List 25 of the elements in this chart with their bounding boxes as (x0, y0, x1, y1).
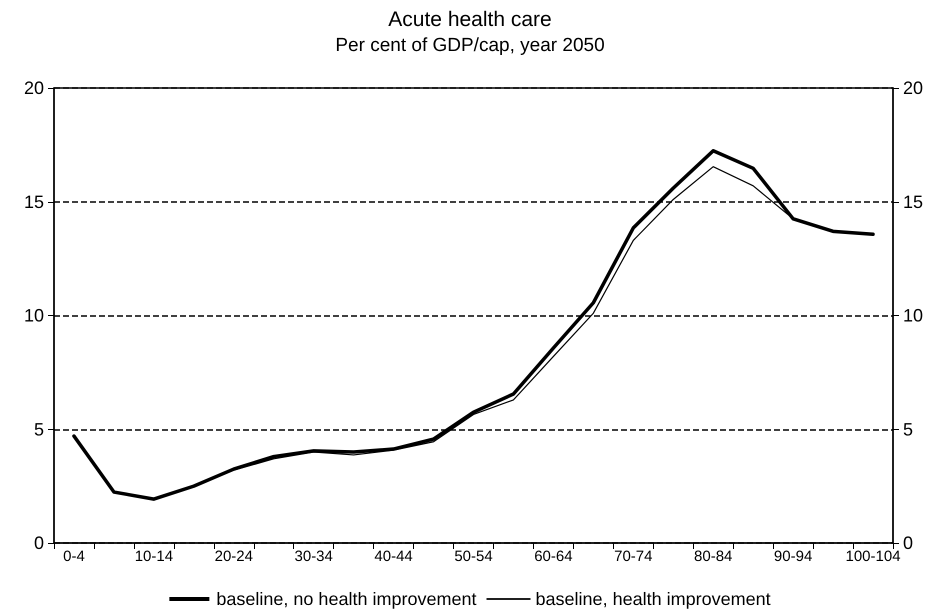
y2-tick-label: 0 (903, 533, 914, 553)
chart-title: Acute health care (388, 8, 552, 31)
x-tick-label: 90-94 (774, 548, 812, 565)
y2-tick-label: 15 (903, 192, 924, 212)
y-tick-label: 15 (24, 192, 44, 212)
chart-subtitle: Per cent of GDP/cap, year 2050 (335, 35, 605, 56)
y2-tick-label: 10 (903, 306, 924, 326)
legend-label: baseline, no health improvement (216, 589, 477, 609)
y2-tick-label: 5 (903, 419, 914, 440)
x-tick-label: 0-4 (63, 548, 85, 565)
legend-label: baseline, health improvement (536, 589, 771, 609)
y-tick-label: 20 (24, 78, 44, 98)
y-tick-label: 5 (34, 419, 44, 440)
y-tick-label: 10 (24, 306, 44, 326)
x-tick-label: 10-14 (134, 548, 174, 565)
y2-tick-label: 20 (903, 78, 924, 98)
x-tick-label: 60-64 (534, 548, 573, 565)
x-tick-label: 50-54 (454, 548, 493, 565)
x-tick-label: 20-24 (214, 548, 253, 565)
x-tick-label: 100-104 (845, 548, 901, 565)
x-tick-label: 30-34 (294, 548, 333, 565)
y-tick-label: 0 (34, 533, 44, 553)
x-tick-label: 80-84 (694, 548, 732, 565)
x-tick-label: 70-74 (614, 548, 652, 565)
x-tick-label: 40-44 (374, 548, 413, 565)
